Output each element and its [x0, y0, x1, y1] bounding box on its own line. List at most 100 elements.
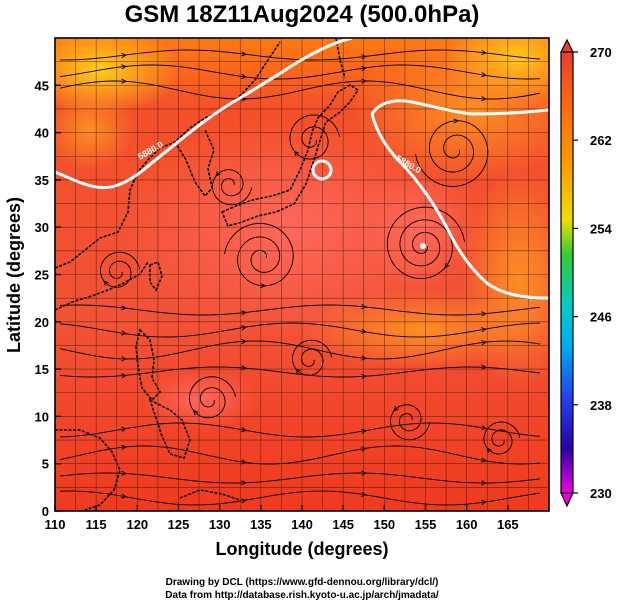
- colorbar-tick-label: 270: [590, 45, 612, 60]
- streamline-arrow: [481, 457, 488, 463]
- colorbar-ticks: 270 262 254 246 238 230: [573, 45, 612, 501]
- streamline-arrow: [260, 283, 266, 289]
- lat-lon-grid: [55, 38, 549, 511]
- streamline-arrow: [361, 428, 368, 434]
- typhoon-center-marker: [420, 243, 426, 249]
- streamline-arrow: [121, 470, 128, 476]
- streamline: [59, 80, 541, 100]
- colorbar-bar: [560, 51, 574, 494]
- contour-5880: [55, 38, 549, 300]
- streamline-arrow: [241, 51, 248, 57]
- colorbar: 270 262 254 246 238 230: [560, 38, 612, 508]
- streamline-arrow: [215, 171, 221, 177]
- y-tick-label: 15: [35, 362, 49, 377]
- streamline-arrow: [361, 355, 368, 361]
- hot-region-east: [360, 170, 480, 290]
- streamline-arrow: [481, 327, 488, 333]
- contour-5880-closed: [311, 159, 333, 181]
- streamline-arrow: [241, 325, 248, 331]
- streamline-arrow: [121, 52, 128, 59]
- coastline-mainland: [55, 41, 281, 269]
- x-axis-ticks: 110 115 120 125 130 135 140 145 150 155 160 165: [45, 505, 519, 532]
- streamline-arrow: [121, 356, 128, 362]
- y-tick-label: 25: [35, 268, 49, 283]
- streamline-arrow: [121, 305, 128, 311]
- streamline: [415, 120, 489, 187]
- streamline-arrow: [361, 446, 368, 452]
- credit-line-1: Drawing by DCL (https://www.gfd-dennou.o…: [166, 577, 439, 588]
- coastline-taiwan: [149, 260, 163, 292]
- y-tick-label: 5: [42, 457, 49, 472]
- streamline-arrow: [361, 470, 368, 476]
- x-tick-label: 115: [86, 517, 107, 532]
- warm-region-w: [55, 90, 135, 170]
- colorbar-tick-label: 246: [590, 310, 612, 325]
- y-tick-label: 40: [35, 126, 49, 141]
- x-tick-label: 150: [373, 517, 395, 532]
- x-axis-label: Longitude (degrees): [215, 539, 388, 559]
- y-tick-label: 35: [35, 173, 49, 188]
- streamline-arrow: [295, 368, 301, 374]
- streamline-arrow: [481, 499, 488, 506]
- streamline: [59, 445, 541, 465]
- streamline: [212, 169, 253, 206]
- streamline-arrow: [361, 54, 368, 60]
- streamline-arrow: [361, 78, 368, 84]
- streamline: [59, 366, 541, 378]
- streamline: [224, 222, 294, 287]
- streamline-arrow: [241, 459, 248, 465]
- contour-5880-east: [370, 113, 549, 300]
- streamline-arrow: [481, 480, 488, 486]
- streamline-arrow: [486, 447, 492, 454]
- streamline: [59, 322, 541, 338]
- colorbar-tick-label: 262: [590, 133, 612, 148]
- streamline-arrow: [481, 311, 488, 317]
- contour-5880-north: [370, 99, 549, 116]
- streamline-arrow: [481, 72, 488, 78]
- x-tick-label: 145: [332, 517, 354, 532]
- streamline: [386, 206, 466, 279]
- streamline-arrow: [444, 262, 450, 269]
- streamline-arrow: [361, 373, 368, 380]
- y-tick-label: 10: [35, 409, 49, 424]
- streamline-arrow: [121, 493, 128, 499]
- contour-5880-west: [55, 38, 353, 190]
- streamline-arrow: [121, 330, 128, 336]
- y-tick-label: 0: [42, 504, 49, 519]
- streamline-arrow: [241, 480, 248, 486]
- coastline-mindanao: [148, 398, 191, 459]
- x-tick-label: 135: [250, 517, 272, 532]
- streamline-arrow: [192, 409, 199, 416]
- streamline-arrow: [481, 49, 488, 56]
- y-axis-label: Latitude (degrees): [4, 197, 24, 353]
- x-tick-label: 165: [497, 517, 519, 532]
- streamline-arrow: [241, 427, 248, 433]
- streamline-arrow: [121, 444, 128, 450]
- streamline-arrow: [121, 78, 128, 84]
- streamline: [59, 490, 541, 506]
- plot-area: 5880.0 5880.0: [55, 38, 549, 511]
- y-tick-label: 30: [35, 220, 49, 235]
- streamline-arrow: [361, 491, 368, 497]
- streamline-arrow: [241, 73, 248, 79]
- colorbar-top-arrow: [560, 38, 574, 53]
- streamline-arrow: [121, 64, 128, 70]
- wind-streamlines: [59, 49, 541, 506]
- colorbar-bottom-arrow: [560, 492, 574, 508]
- streamline: [390, 404, 431, 441]
- colorbar-tick-label: 230: [590, 486, 612, 501]
- streamline-arrow: [361, 328, 368, 334]
- y-axis-ticks: 0 5 10 15 20 25 30 35 40 45: [35, 78, 61, 519]
- streamline-arrow: [103, 280, 109, 286]
- credit-line-2: Data from http://database.rish.kyoto-u.a…: [165, 590, 439, 601]
- y-tick-label: 20: [35, 315, 49, 330]
- streamline-arrow: [241, 365, 248, 371]
- coastline-borneo: [55, 429, 121, 511]
- coastline-korea: [174, 129, 215, 198]
- streamline-arrow: [241, 310, 248, 316]
- hot-region-center: [120, 120, 460, 340]
- coastline-new-guinea: [179, 489, 241, 501]
- streamline-arrow: [481, 96, 488, 102]
- x-tick-label: 160: [456, 517, 478, 532]
- x-tick-label: 155: [415, 517, 437, 532]
